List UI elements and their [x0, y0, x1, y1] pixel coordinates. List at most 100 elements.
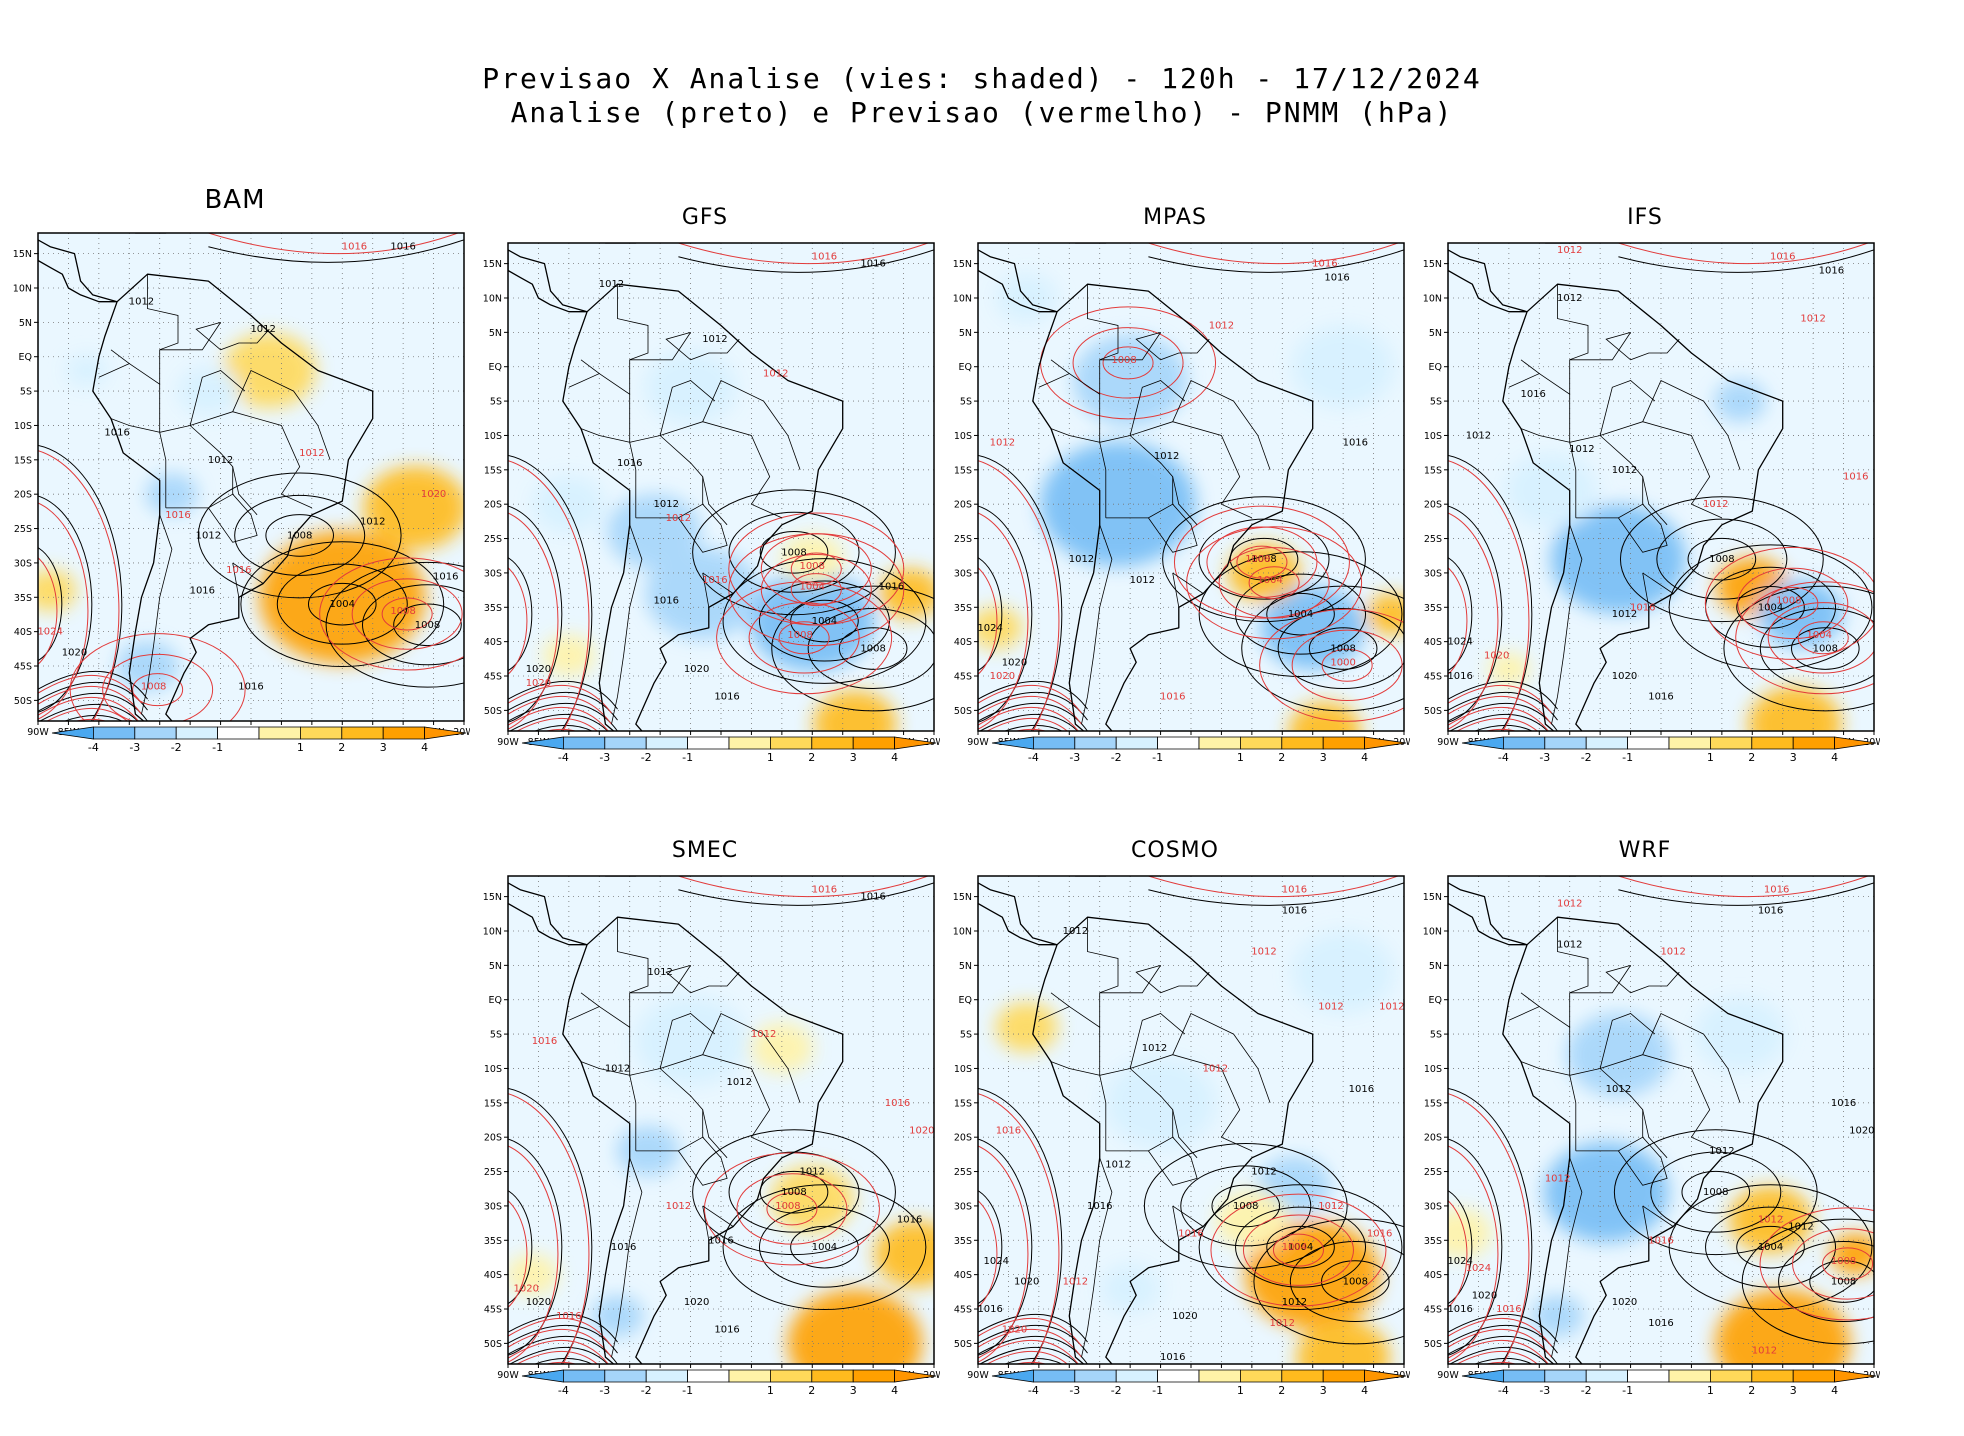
analysis-contour-label: 1016	[611, 1242, 636, 1253]
forecast-isobar	[508, 706, 609, 731]
country-border	[1135, 965, 1210, 994]
colorbar-label: -2	[1581, 1384, 1592, 1397]
lat-tick-label: 35S	[484, 1236, 502, 1247]
map-svg: 1004100810081012101210121012101210161016…	[13, 232, 470, 754]
analysis-contour-label: 1008	[781, 547, 806, 558]
analysis-contour-label: 1012	[599, 279, 624, 290]
forecast-isobar	[790, 552, 842, 586]
forecast-isobar	[1737, 567, 1849, 640]
analysis-isobars	[1448, 882, 1874, 1364]
analysis-isobar	[978, 1087, 1063, 1364]
contour-labels: 1004100810081012101210121012101210161016…	[37, 242, 458, 693]
analysis-isobar	[1241, 585, 1404, 712]
analysis-isobar	[1308, 627, 1378, 670]
country-border	[568, 359, 601, 388]
bias-blob	[259, 530, 426, 664]
panel-bam: BAM 1004 1008 1008 1012 1012 1012 1012 1012 1016 1…	[0, 185, 470, 755]
colorbar-segment	[728, 736, 771, 750]
coastline	[508, 249, 588, 313]
colorbar-label: 4	[1361, 751, 1368, 764]
analysis-isobar	[307, 582, 377, 626]
analysis-contour-label: 1012	[196, 530, 221, 541]
country-border	[1569, 1068, 1644, 1152]
country-border	[1618, 1136, 1668, 1186]
lat-tick-label: 30S	[1424, 1201, 1442, 1212]
lat-tick-label: 40S	[1424, 637, 1442, 648]
colorbar-label: 3	[850, 1384, 857, 1397]
analysis-isobar	[979, 1346, 1079, 1364]
colorbar-label: 3	[380, 741, 387, 754]
lat-tick-label: 5N	[959, 961, 972, 972]
country-border	[702, 1205, 734, 1241]
colorbar-segment	[1751, 1369, 1794, 1383]
analysis-contour-label: 1012	[1557, 293, 1582, 304]
grid-lines	[978, 876, 1404, 1364]
forecast-contour-label: 1016	[1160, 692, 1185, 703]
lat-tick-label: 10S	[954, 1064, 972, 1075]
analysis-contour-label: 1012	[1063, 926, 1088, 937]
lat-tick-label: 15S	[484, 1098, 502, 1109]
colorbar-label: 2	[1748, 751, 1755, 764]
coastline	[604, 243, 637, 244]
lat-tick-label: 35S	[954, 1236, 972, 1247]
analysis-contour-label: 1016	[1447, 671, 1472, 682]
analysis-contour-label: 1016	[1343, 437, 1368, 448]
bias-blob	[633, 995, 748, 1087]
colorbar-segment	[687, 1369, 730, 1383]
colorbar-label: -2	[1111, 1384, 1122, 1397]
bias-blob	[750, 1022, 814, 1073]
forecast-isobar	[508, 460, 590, 731]
analysis-contour-label: 1016	[104, 427, 129, 438]
colorbar-segment	[1834, 736, 1877, 750]
forecast-isobar	[1448, 1145, 1499, 1363]
forecast-contour-label: 1008	[390, 606, 415, 617]
colorbar-segment	[1668, 736, 1711, 750]
panel-title: COSMO	[1131, 838, 1219, 863]
analysis-isobar	[1162, 496, 1366, 623]
lat-tick-label: 25S	[1424, 1167, 1442, 1178]
colorbar-segment	[1240, 1369, 1283, 1383]
lon-tick-label: 90W	[967, 737, 989, 748]
lat-tick-label: 5S	[960, 397, 972, 408]
colorbar-segment	[1364, 1369, 1407, 1383]
analysis-contour-label: 1016	[714, 692, 739, 703]
analysis-isobar	[265, 514, 334, 557]
analysis-contour-label: 1012	[1282, 1297, 1307, 1308]
bias-blob	[813, 690, 897, 731]
forecast-contour-label: 1012	[299, 448, 324, 459]
country-border	[1508, 359, 1541, 388]
forecast-isobars	[508, 243, 929, 731]
colorbar-label: 1	[1707, 751, 1714, 764]
country-border	[1099, 332, 1161, 361]
lat-tick-label: 15S	[14, 455, 32, 466]
forecast-contour-label: 1012	[1318, 1201, 1343, 1212]
forecast-contour-label: 1012	[666, 513, 691, 524]
lat-tick-label: 10S	[484, 431, 502, 442]
forecast-isobar	[1186, 526, 1363, 640]
forecast-contour-label: 1004	[1282, 1242, 1307, 1253]
bias-blob	[1531, 1295, 1584, 1337]
coastline	[1074, 876, 1107, 877]
forecast-contour-label: 1012	[1758, 1215, 1783, 1226]
forecast-isobar	[1448, 1200, 1468, 1309]
colorbar-label: -3	[1069, 1384, 1080, 1397]
lat-tick-label: 15S	[954, 465, 972, 476]
colorbar-segment	[1240, 736, 1283, 750]
lat-tick-label: 5S	[490, 1030, 502, 1041]
forecast-contour-label: 1024	[37, 627, 62, 638]
country-border	[1551, 1157, 1583, 1358]
analysis-isobar	[978, 680, 1088, 710]
bias-blob	[1448, 1208, 1492, 1259]
analysis-contour-label: 1012	[1788, 1222, 1813, 1233]
forecast-isobars	[508, 876, 929, 1364]
forecast-isobar	[1272, 1233, 1324, 1267]
analysis-isobar	[234, 494, 366, 576]
analysis-contour-label: 1020	[684, 1297, 709, 1308]
country-border	[629, 1068, 704, 1152]
coastlines	[508, 243, 844, 731]
analysis-contour-label: 1016	[708, 1235, 733, 1246]
colorbar-segment	[1322, 736, 1365, 750]
lat-tick-label: 30S	[484, 568, 502, 579]
forecast-isobar	[790, 573, 842, 607]
lat-tick-label: 40S	[954, 637, 972, 648]
